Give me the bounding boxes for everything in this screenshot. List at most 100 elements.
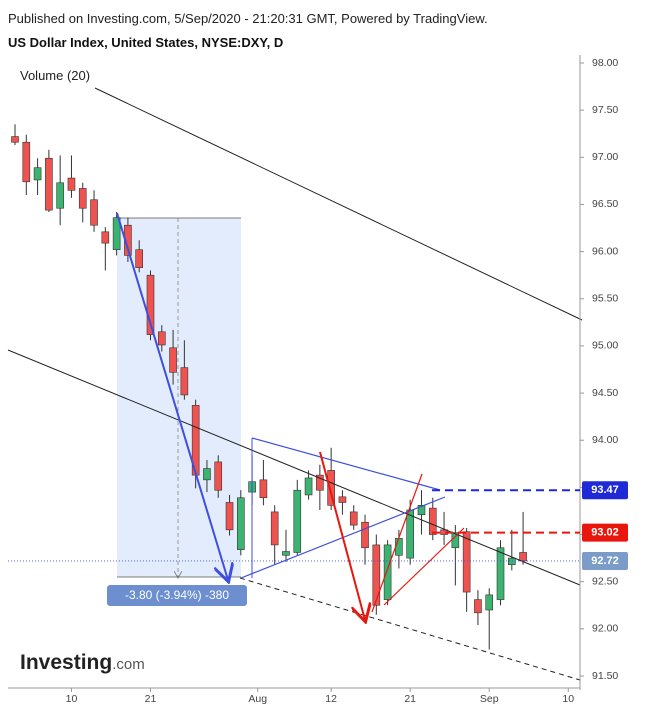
candle [157,325,166,352]
candle [225,494,234,536]
candle-body [406,509,414,559]
candle-body [304,477,313,496]
candle-body [372,544,381,606]
candle-body [508,557,516,566]
candle [45,149,53,213]
candle [22,134,31,196]
candle-body [22,141,31,183]
y-tick-label: 96.00 [592,245,618,257]
x-tick-label: 12 [325,693,337,705]
y-tick-label: 97.00 [592,151,618,163]
candle [67,155,76,198]
pennant-line [251,437,441,491]
candle [146,270,155,341]
candle [372,534,381,615]
trendline-dashed [239,577,581,681]
x-tick-label: 21 [404,693,416,705]
candle [101,227,110,271]
arrow [319,451,365,620]
y-tick-label: 95.50 [592,293,618,305]
candle-body [56,182,64,209]
y-tick-label: 95.00 [592,340,618,352]
candle [349,505,358,530]
candle-body [135,249,144,268]
candle [112,212,121,256]
candle [508,529,516,571]
chart-title: US Dollar Index, United States, NYSE:DXY… [8,35,283,50]
price-label: 93.02 [591,527,619,539]
x-tick-label: Aug [248,693,267,705]
y-tick-label: 96.50 [592,198,618,210]
candle [78,182,87,223]
annotations-front: -3.80 (-3.94%) -380 Volume (20) Investin… [7,68,583,681]
published-line: Published on Investing.com, 5/Sep/2020 -… [8,11,488,26]
y-tick-label: 94.50 [592,387,618,399]
plot [11,124,527,650]
trendline [94,87,583,321]
logo: Investing.com [20,651,145,674]
candle [169,329,177,385]
candle-body [90,199,98,226]
candle-body [428,507,437,535]
y-tick-label: 92.00 [592,623,618,635]
wedge-line [383,527,465,606]
candle-body [67,177,76,191]
candle-body [417,505,426,516]
measure-label: -3.80 (-3.94%) -380 [125,588,229,602]
candle [304,470,313,500]
price-label: 92.72 [591,555,619,567]
candle-body [316,474,324,491]
candle [519,511,527,565]
candle-body [225,502,234,531]
candle-body [293,489,302,553]
candle-body [78,188,87,209]
candle-body [496,547,505,600]
candle [237,490,245,556]
candle-body [462,531,471,593]
candle [462,527,471,612]
candle-body [383,544,392,600]
measure-label-bg [107,585,247,606]
candle [270,505,279,565]
candle [90,190,98,232]
candle [282,529,290,562]
candle [327,447,335,511]
y-tick-label: 98.00 [592,57,618,69]
candle-body [157,331,166,346]
candle-body [361,521,369,549]
candle [33,158,42,196]
candle-body [101,231,110,244]
candle [56,155,64,226]
candle [417,490,426,535]
price-label: 93.47 [591,484,619,496]
candle-body [327,470,335,506]
logo-suffix: .com [112,656,145,673]
candle-body [146,274,155,335]
y-tick-label: 94.00 [592,434,618,446]
candle-body [33,167,42,181]
candle-body [282,551,290,556]
arrow [116,212,228,580]
candle-body [474,599,482,614]
price-label-bg [582,523,628,542]
candle [395,529,403,569]
candle [316,464,324,511]
candle [259,460,268,506]
candle-body [349,511,358,526]
candle-body [395,538,403,556]
logo-brand: Investing [20,651,112,674]
candle [496,540,505,606]
candle-body [169,347,177,373]
price-label-bg [582,481,628,500]
x-tick-label: 10 [66,693,78,705]
candle [338,490,347,515]
candle [485,588,494,650]
candle [135,240,144,273]
x-tick-label: Sep [480,693,499,705]
x-tick-label: 10 [562,693,574,705]
candle [214,455,223,498]
candle [11,124,19,146]
candle-body [11,136,19,143]
candle [428,497,437,541]
